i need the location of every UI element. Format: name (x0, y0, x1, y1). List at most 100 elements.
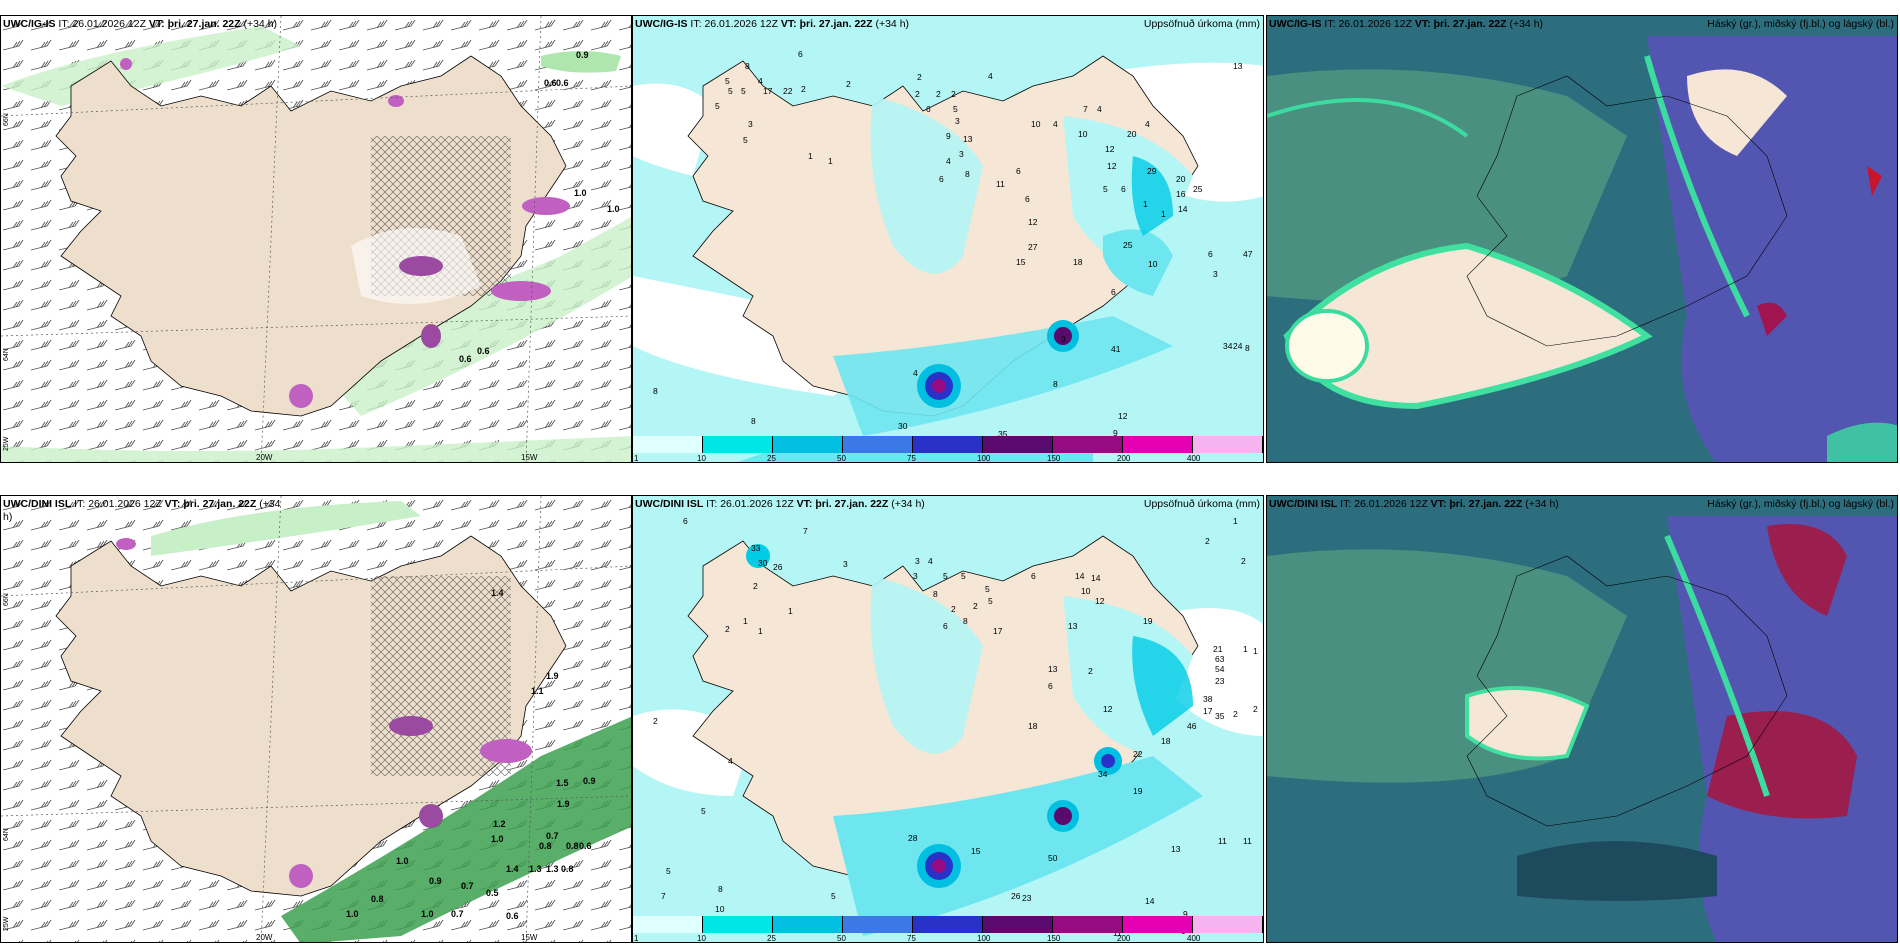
map-value: 47 (1243, 249, 1253, 259)
map-value: 2 (653, 716, 658, 726)
map-value: 3 (915, 556, 920, 566)
map-value: 23 (1022, 893, 1032, 903)
map-value: 18 (1161, 736, 1171, 746)
precip-map (633, 496, 1263, 942)
map-value: 6 (683, 516, 688, 526)
panel-title: UWC/DINI ISL IT: 26.01.2026 12Z VT: þri.… (1269, 498, 1559, 510)
map-value: 1.4 (491, 588, 504, 598)
map-value: 4 (988, 71, 993, 81)
map-value: 19 (1143, 616, 1153, 626)
colorbar-segment (983, 436, 1053, 453)
map-value: 25 (1123, 240, 1133, 250)
panel-title: UWC/IG-IS IT: 26.01.2026 12Z VT: þri. 27… (3, 18, 278, 30)
map-value: 7 (803, 526, 808, 536)
colorbar-segment (773, 436, 843, 453)
map-value: 1.0 (346, 909, 359, 919)
map-value: 4 (913, 368, 918, 378)
lon-label: 20W (256, 933, 273, 942)
map-value: 26 (773, 562, 783, 572)
lon-label: 15W (521, 453, 538, 462)
lat-label: 25W (3, 436, 10, 451)
colorbar-label: 25 (767, 934, 776, 943)
map-value: 1.2 (493, 819, 506, 829)
map-value: 0.7 (451, 909, 464, 919)
panel-subtitle: Háský (gr.), miðský (fj.bl.) og lágský (… (1707, 498, 1894, 510)
map-value: 8 (653, 386, 658, 396)
lat-label: 64N (3, 828, 10, 841)
map-value: 11 (996, 179, 1005, 189)
map-value: 6 (939, 174, 944, 184)
panel-subtitle: Uppsöfnuð úrkoma (mm) (1143, 18, 1260, 30)
map-value: 5 (701, 806, 706, 816)
map-value: 19 (1133, 786, 1143, 796)
map-value: 17 (993, 626, 1003, 636)
map-value: 5 (961, 571, 966, 581)
map-panel-clouds-dini: UWC/DINI ISL IT: 26.01.2026 12Z VT: þri.… (1266, 495, 1898, 943)
map-value: 5 (953, 104, 958, 114)
map-value: 6 (1048, 681, 1053, 691)
map-value: 35 (1215, 711, 1225, 721)
map-value: 12 (1107, 161, 1117, 171)
map-value: 33 (751, 543, 761, 553)
map-value: 0.9 (429, 876, 442, 886)
map-panel-precip-ig: UWC/IG-IS IT: 26.01.2026 12Z VT: þri. 27… (632, 15, 1264, 463)
colorbar-segment (1123, 436, 1193, 453)
map-value: 5 (988, 596, 993, 606)
map-value: 1.1 (531, 686, 544, 696)
map-value: 5 (831, 891, 836, 901)
map-value: 10 (1031, 119, 1041, 129)
map-value: 3 (955, 116, 960, 126)
map-value: 1 (758, 626, 763, 636)
colorbar-label: 150 (1047, 454, 1061, 463)
map-value: 1 (1233, 516, 1238, 526)
map-value: 1.0 (396, 856, 409, 866)
colorbar-segment (983, 916, 1053, 933)
map-value: 6 (1121, 184, 1126, 194)
map-value: 4 (928, 556, 933, 566)
map-value: 22 (1133, 749, 1143, 759)
map-value: 1.0 (607, 204, 620, 214)
map-value: 4 (1053, 119, 1058, 129)
map-value: 14 (1091, 573, 1101, 583)
colorbar-label: 50 (837, 454, 846, 463)
map-value: 9 (946, 131, 951, 141)
colorbar-segment (913, 436, 983, 453)
map-value: 10 (1078, 129, 1088, 139)
map-value: 0.5 (486, 888, 499, 898)
map-value: 34 (1098, 769, 1108, 779)
map-value: 6 (1031, 571, 1036, 581)
map-value: 30 (898, 421, 908, 431)
map-value: 8 (745, 61, 750, 71)
map-value: 13 (963, 134, 973, 144)
colorbar-segment (1053, 916, 1123, 933)
colorbar-segment (1053, 436, 1123, 453)
map-value: 5 (943, 571, 948, 581)
colorbar-label: 50 (837, 934, 846, 943)
map-value: 2 (846, 79, 851, 89)
map-value: 5 (741, 86, 746, 96)
map-value: 1.0 (491, 834, 504, 844)
map-value: 28 (908, 833, 918, 843)
map-value: 0.6 (544, 78, 557, 88)
colorbar-segment (1193, 436, 1263, 453)
map-value: 0.9 (583, 776, 596, 786)
map-value: 12 (1118, 411, 1128, 421)
map-value: 9 (1113, 428, 1118, 438)
panel-subtitle: Háský (gr.), miðský (fj.bl.) og lágský (… (1707, 18, 1894, 30)
map-value: 2 (1233, 709, 1238, 719)
map-value: 2 (936, 89, 941, 99)
map-value: 8 (963, 616, 968, 626)
map-value: 9 (1183, 909, 1188, 919)
map-value: 8 (965, 169, 970, 179)
map-value: 22 (783, 86, 793, 96)
colorbar-segment (843, 436, 913, 453)
map-value: 6 (1208, 249, 1213, 259)
map-value: 6 (798, 49, 803, 59)
map-panel-wind-dini: UWC/DINI ISL IT: 26.01.2026 12Z VT: þri.… (0, 495, 632, 943)
map-value: 0.8 (539, 841, 552, 851)
map-value: 5 (728, 86, 733, 96)
colorbar-label: 75 (907, 934, 916, 943)
map-value: 0.8 (371, 894, 384, 904)
map-value: 2 (801, 84, 806, 94)
map-value: 0.6 (459, 354, 472, 364)
